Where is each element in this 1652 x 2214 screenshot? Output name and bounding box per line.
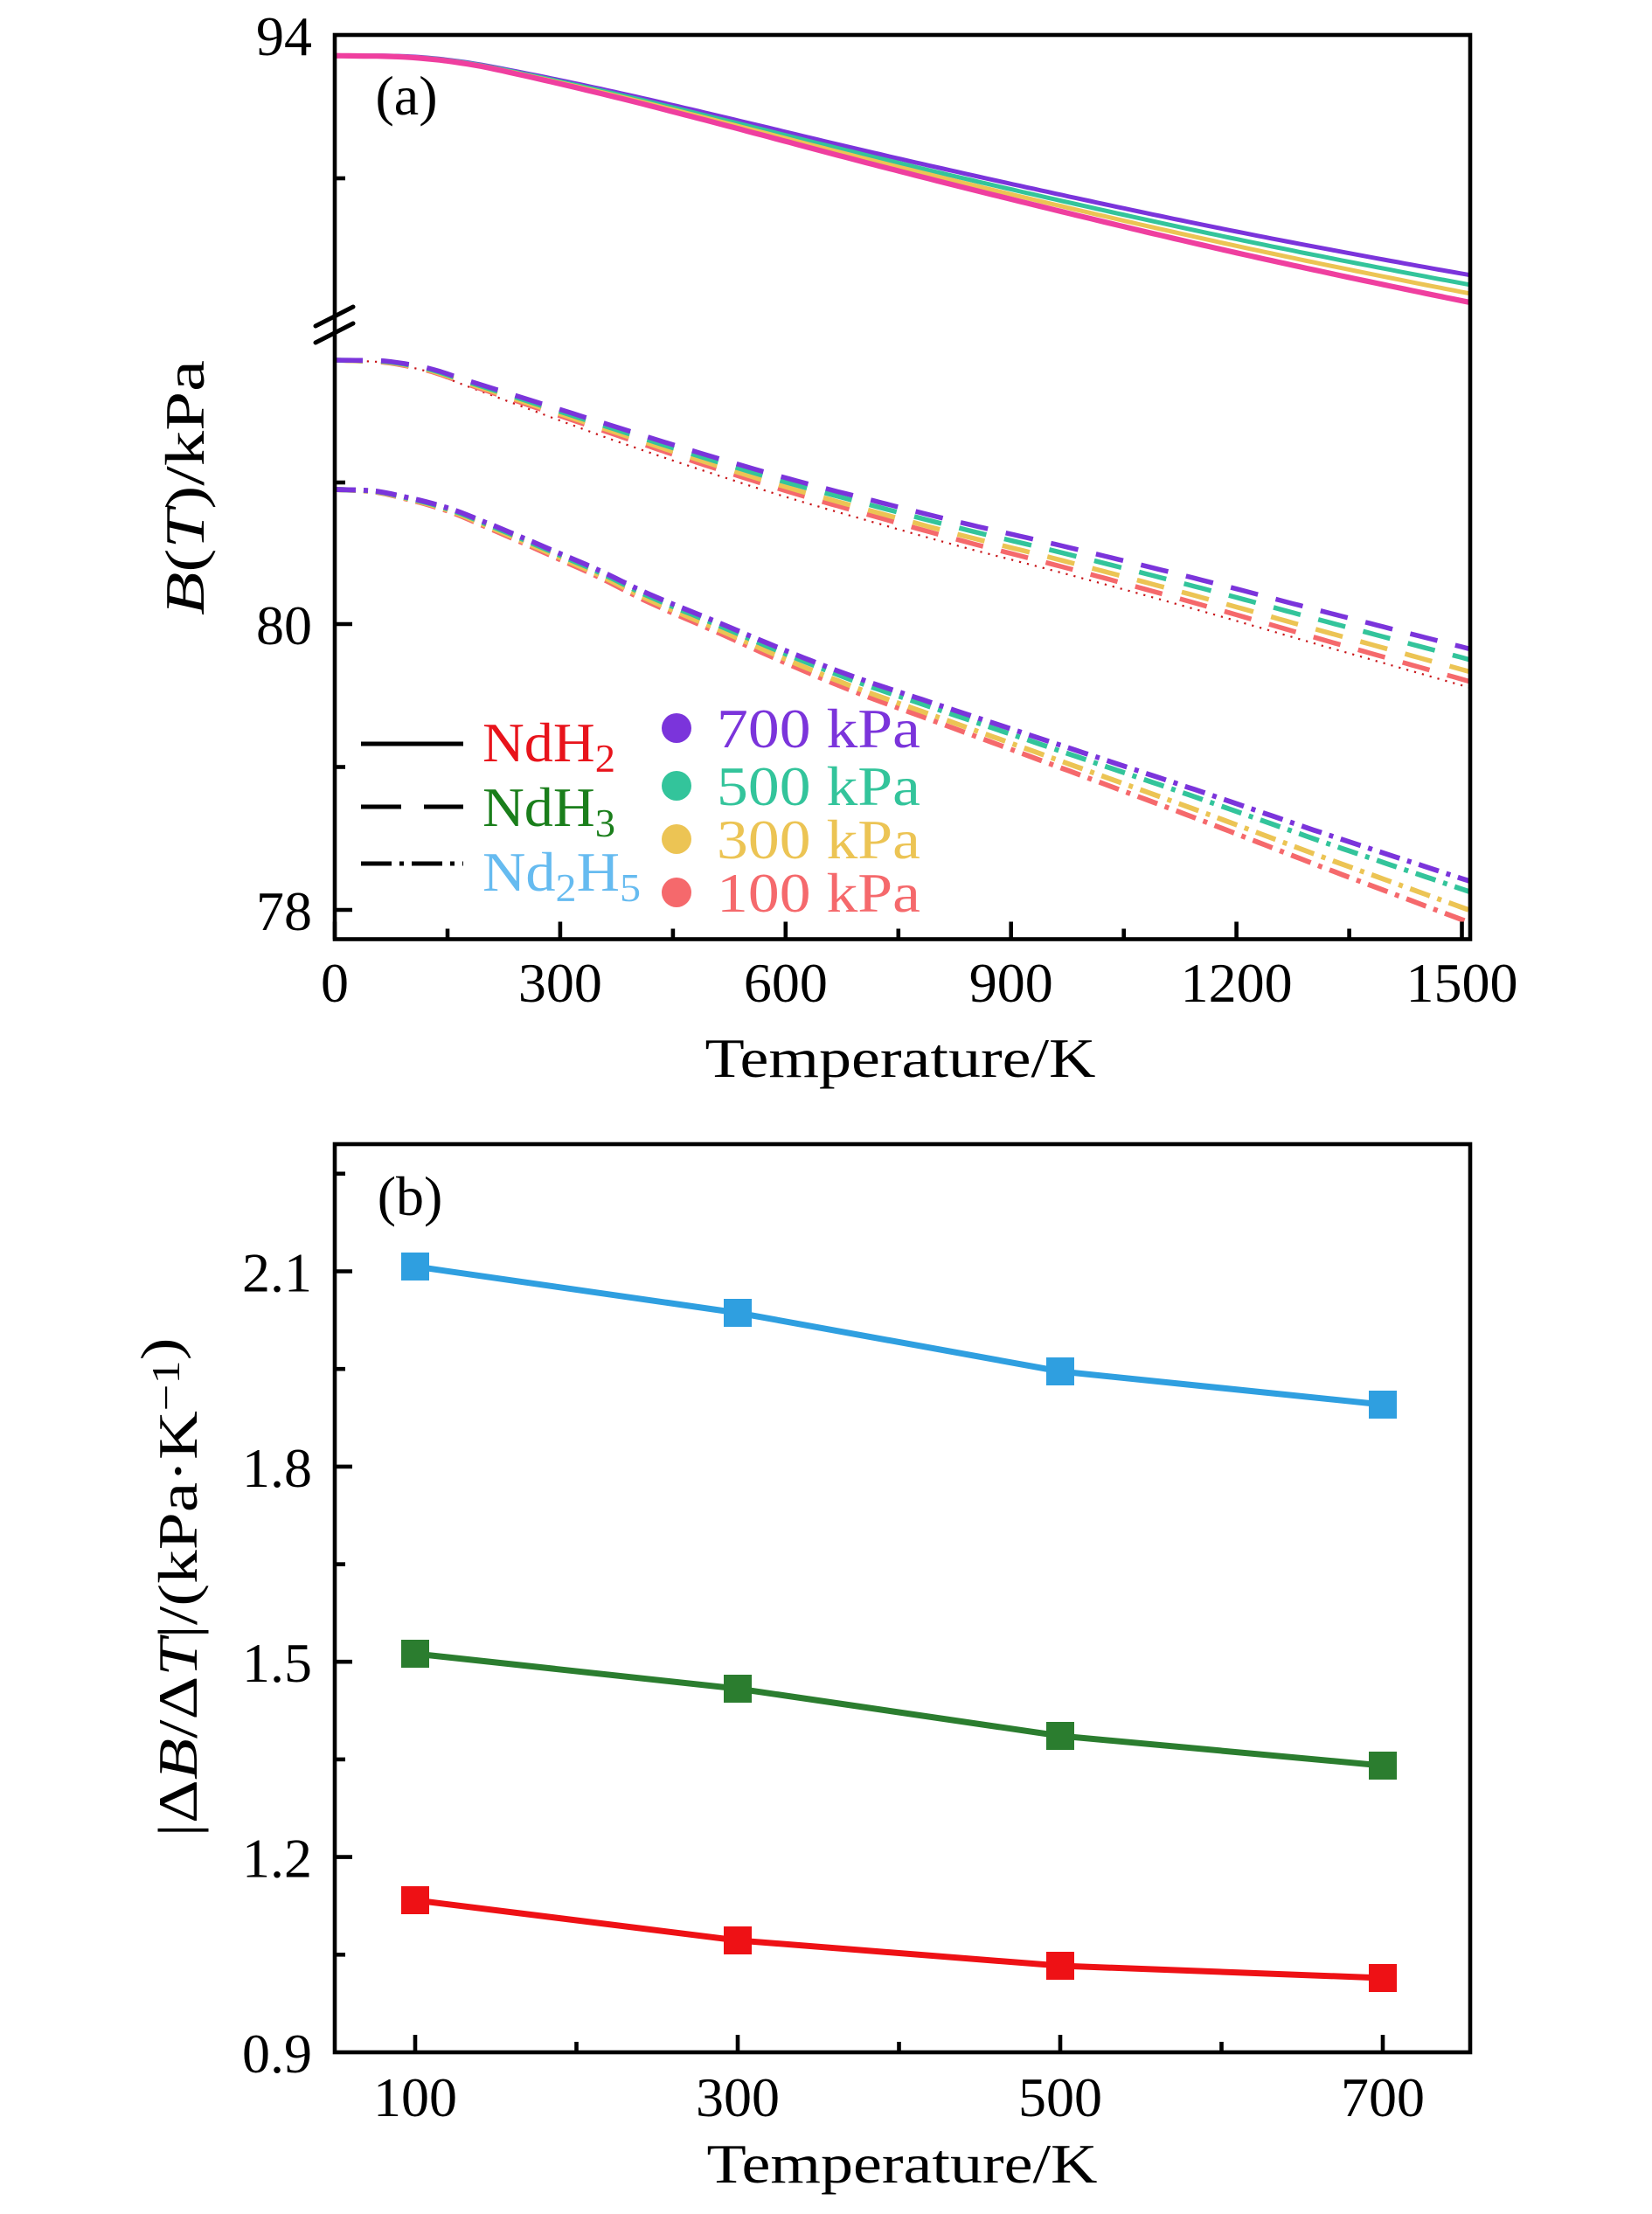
svg-text:1.8: 1.8	[242, 1437, 312, 1499]
svg-text:0.9: 0.9	[242, 2023, 312, 2085]
svg-text:300 kPa: 300 kPa	[717, 809, 920, 871]
svg-text:300: 300	[518, 952, 602, 1014]
svg-text:500: 500	[1018, 2066, 1102, 2128]
svg-text:NdH3: NdH3	[482, 776, 615, 845]
svg-text:500 kPa: 500 kPa	[717, 755, 920, 817]
svg-text:NdH2: NdH2	[482, 711, 615, 781]
svg-text:2.1: 2.1	[242, 1241, 312, 1303]
svg-text:1.5: 1.5	[242, 1632, 312, 1694]
svg-text:100: 100	[373, 2066, 457, 2128]
svg-text:(a): (a)	[375, 65, 437, 127]
svg-text:B(T)/kPa: B(T)/kPa	[154, 360, 216, 615]
svg-text:0: 0	[321, 952, 349, 1014]
svg-text:Temperature/K: Temperature/K	[707, 2133, 1098, 2195]
svg-text:700 kPa: 700 kPa	[717, 698, 920, 760]
svg-text:1200: 1200	[1181, 952, 1293, 1014]
svg-text:900: 900	[969, 952, 1053, 1014]
svg-text:100 kPa: 100 kPa	[717, 862, 920, 924]
svg-text:(b): (b)	[378, 1165, 443, 1227]
svg-text:80: 80	[256, 594, 312, 656]
svg-text:Temperature/K: Temperature/K	[705, 1027, 1096, 1089]
svg-text:600: 600	[744, 952, 828, 1014]
svg-text:1500: 1500	[1406, 952, 1518, 1014]
svg-text:300: 300	[696, 2066, 780, 2128]
svg-text:1.2: 1.2	[242, 1828, 312, 1890]
svg-text:700: 700	[1341, 2066, 1425, 2128]
svg-text:94: 94	[256, 5, 312, 67]
svg-text:78: 78	[256, 880, 312, 942]
